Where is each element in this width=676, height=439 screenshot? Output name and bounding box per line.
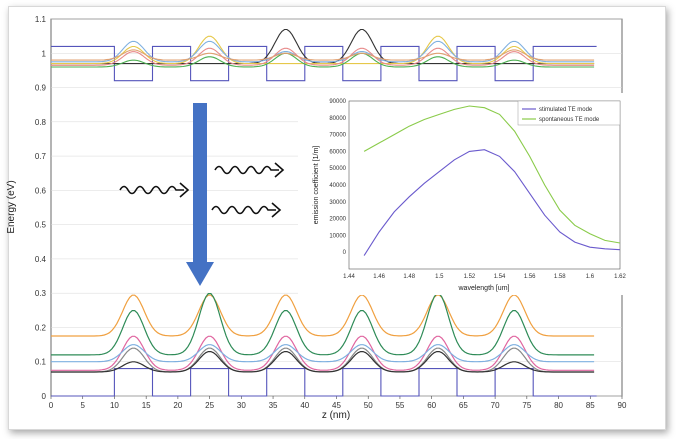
x-tick-label: 0 bbox=[49, 401, 54, 410]
x-tick-label: 80 bbox=[554, 401, 563, 410]
x-tick-label: 60 bbox=[427, 401, 436, 410]
inset-x-tick-label: 1.56 bbox=[524, 274, 536, 280]
valence-band-line bbox=[51, 368, 597, 397]
x-tick-label: 15 bbox=[142, 401, 151, 410]
inset-x-tick-label: 1.5 bbox=[435, 274, 444, 280]
y-tick-label: 0.7 bbox=[35, 152, 47, 161]
inset-y-axis-label: emission coefficient [1/m] bbox=[313, 146, 320, 225]
x-tick-label: 10 bbox=[110, 401, 119, 410]
wavy-arrow-icon bbox=[214, 162, 285, 178]
valence-state-line bbox=[51, 293, 595, 356]
x-tick-label: 25 bbox=[205, 401, 214, 410]
conduction-state-line bbox=[51, 47, 595, 66]
y-tick-label: 0.4 bbox=[35, 255, 47, 264]
x-tick-label: 35 bbox=[269, 401, 278, 410]
inset-tick-labels: 0 10000 20000 30000 40000 50000 60000 70000 8000… bbox=[329, 99, 626, 280]
inset-x-tick-label: 1.58 bbox=[554, 274, 566, 280]
y-tick-label: 0.6 bbox=[35, 186, 47, 195]
inset-legend: stimulated TE mode spontaneous TE mode bbox=[517, 100, 621, 126]
main-x-axis-label: z (nm) bbox=[322, 410, 350, 421]
y-tick-label: 1 bbox=[42, 49, 47, 58]
y-tick-label: 0.8 bbox=[35, 118, 47, 127]
legend-label-stimulated: stimulated TE mode bbox=[539, 107, 593, 113]
wavy-arrow-icon bbox=[211, 202, 282, 218]
inset-y-tick-label: 10000 bbox=[329, 233, 346, 239]
inset-x-tick-label: 1.48 bbox=[403, 274, 415, 280]
y-tick-label: 0.5 bbox=[35, 221, 47, 230]
y-tick-label: 1.1 bbox=[35, 15, 47, 24]
conduction-state-line bbox=[51, 52, 595, 68]
valence-state-line bbox=[51, 351, 595, 373]
x-tick-label: 30 bbox=[237, 401, 246, 410]
y-tick-label: 0.2 bbox=[35, 323, 47, 332]
inset-y-tick-label: 80000 bbox=[329, 116, 346, 122]
inset-plot-area bbox=[348, 100, 621, 270]
inset-series-line bbox=[363, 105, 621, 244]
inset-x-tick-label: 1.44 bbox=[343, 274, 355, 280]
inset-y-tick-label: 50000 bbox=[329, 166, 346, 172]
x-tick-label: 20 bbox=[173, 401, 182, 410]
conduction-state-line bbox=[51, 49, 595, 61]
conduction-band-line bbox=[51, 45, 597, 82]
x-tick-label: 55 bbox=[395, 401, 404, 410]
inset-series-line bbox=[363, 149, 621, 256]
inset-x-tick-label: 1.54 bbox=[494, 274, 506, 280]
blue-down-arrow-icon bbox=[186, 103, 214, 286]
inset-x-tick-label: 1.6 bbox=[586, 274, 595, 280]
x-tick-label: 85 bbox=[586, 401, 595, 410]
inset-y-tick-label: 0 bbox=[343, 250, 347, 256]
inset-y-tick-label: 60000 bbox=[329, 149, 346, 155]
main-tick-labels: 0 0.1 0.2 0.3 0.4 0.5 0.6 0.7 0.8 0.9 1 1.1 0 5 10 15 20… bbox=[35, 15, 627, 410]
x-tick-label: 90 bbox=[618, 401, 627, 410]
x-tick-label: 40 bbox=[300, 401, 309, 410]
x-tick-label: 5 bbox=[80, 401, 85, 410]
valence-state-line bbox=[51, 344, 595, 363]
inset-x-tick-label: 1.62 bbox=[614, 274, 626, 280]
valence-state-line bbox=[51, 335, 595, 371]
conduction-state-line bbox=[51, 35, 595, 65]
conduction-state-line bbox=[51, 40, 595, 63]
y-tick-label: 0 bbox=[42, 392, 47, 401]
x-tick-label: 65 bbox=[459, 401, 468, 410]
wavy-arrow-icon bbox=[119, 182, 190, 198]
main-y-axis-label: Energy (eV) bbox=[6, 180, 17, 233]
x-tick-label: 70 bbox=[491, 401, 500, 410]
x-tick-label: 45 bbox=[332, 401, 341, 410]
y-tick-label: 0.9 bbox=[35, 84, 47, 93]
x-tick-label: 50 bbox=[364, 401, 373, 410]
valence-state-line bbox=[51, 294, 595, 337]
inset-x-axis-label: wavelength [um] bbox=[458, 285, 510, 292]
inset-y-tick-label: 30000 bbox=[329, 200, 346, 206]
inset-series-lines bbox=[363, 105, 621, 256]
inset-x-tick-label: 1.52 bbox=[464, 274, 476, 280]
inset-x-tick-label: 1.46 bbox=[373, 274, 385, 280]
inset-background bbox=[298, 93, 628, 295]
inset-y-tick-label: 20000 bbox=[329, 217, 346, 223]
inset-y-tick-label: 90000 bbox=[329, 99, 346, 105]
inset-y-tick-label: 70000 bbox=[329, 133, 346, 139]
y-tick-label: 0.1 bbox=[35, 358, 47, 367]
x-tick-label: 75 bbox=[522, 401, 531, 410]
y-tick-label: 0.3 bbox=[35, 289, 47, 298]
legend-label-spontaneous: spontaneous TE mode bbox=[539, 117, 600, 123]
inset-y-tick-label: 40000 bbox=[329, 183, 346, 189]
main-band-lines bbox=[51, 28, 597, 397]
